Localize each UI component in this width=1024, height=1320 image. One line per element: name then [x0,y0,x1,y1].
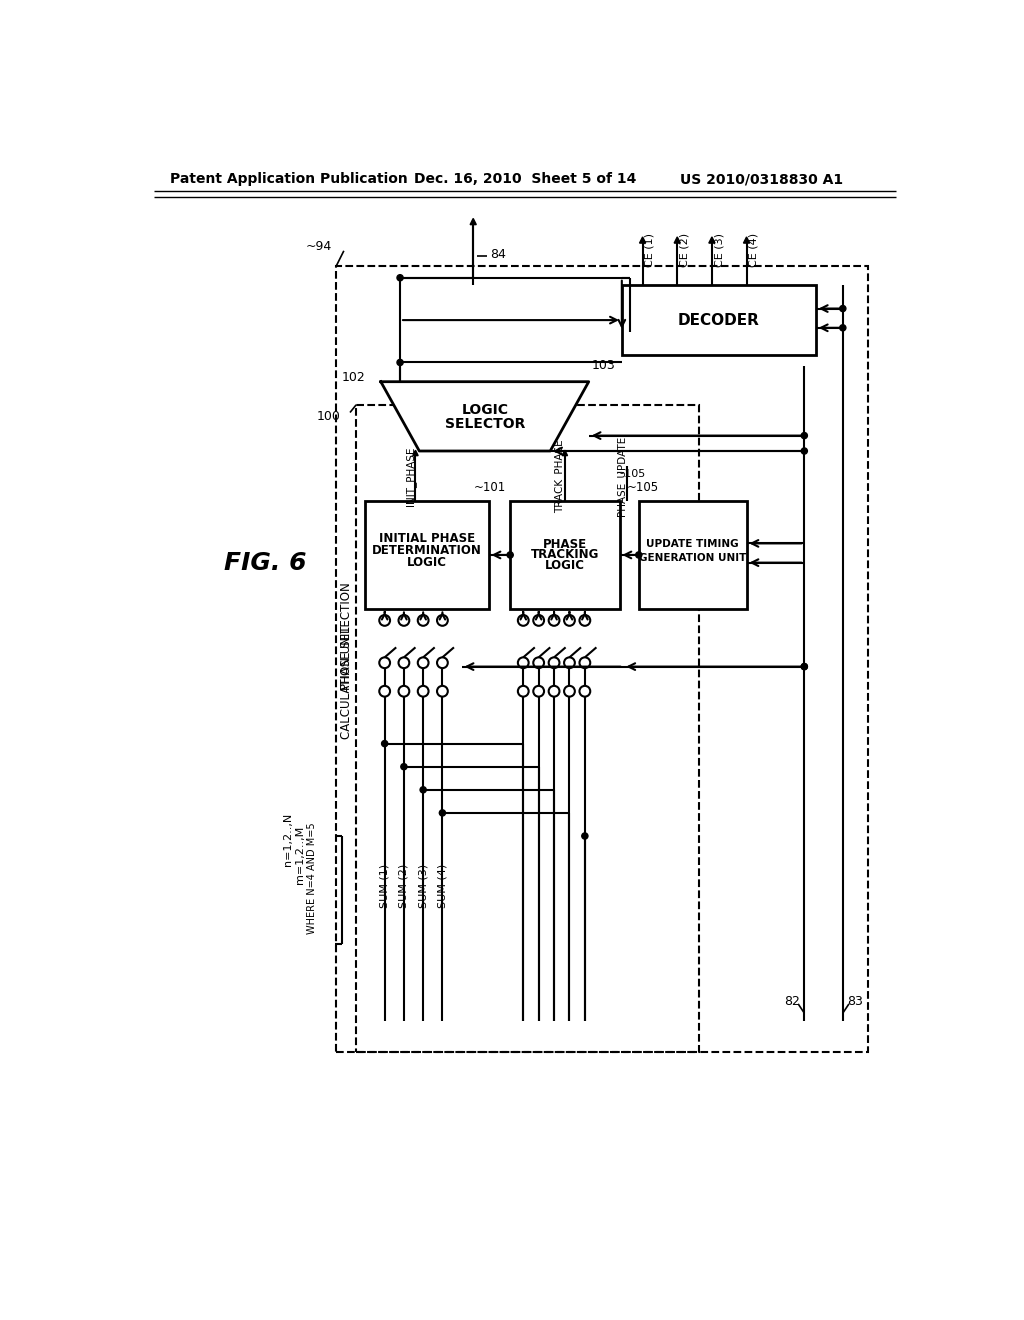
Text: LOGIC: LOGIC [407,556,447,569]
Circle shape [507,552,513,558]
Circle shape [439,810,445,816]
Circle shape [379,615,390,626]
Bar [639,502,746,609]
Text: CE (1): CE (1) [645,232,655,267]
Circle shape [534,615,544,626]
Text: FIG. 6: FIG. 6 [224,550,306,574]
Circle shape [437,615,447,626]
Circle shape [580,657,590,668]
Circle shape [801,433,807,438]
Polygon shape [413,450,418,455]
Text: ~105: ~105 [627,480,658,494]
Polygon shape [640,238,646,243]
Text: PHASE SELECTION: PHASE SELECTION [340,582,352,689]
Text: 103: 103 [592,359,615,372]
Text: TRACK_PHASE: TRACK_PHASE [554,440,565,513]
Circle shape [518,657,528,668]
Circle shape [801,664,807,669]
Circle shape [580,686,590,697]
Circle shape [549,615,559,626]
Circle shape [580,615,590,626]
Text: m=1,2..,M: m=1,2..,M [295,826,305,884]
Polygon shape [470,218,476,224]
Circle shape [437,657,447,668]
Text: PHASE_UPDATE: PHASE_UPDATE [616,436,628,516]
Circle shape [840,305,846,312]
Polygon shape [674,238,680,243]
Text: PHASE: PHASE [543,537,587,550]
Circle shape [418,657,429,668]
Bar [356,405,698,1052]
Text: 84: 84 [490,248,506,261]
Bar [622,285,816,355]
Text: TRACKING: TRACKING [530,548,599,561]
Text: n=1,2..,N: n=1,2..,N [284,813,294,866]
Circle shape [549,657,559,668]
Circle shape [564,686,574,697]
Circle shape [400,763,407,770]
Text: UPDATE TIMING: UPDATE TIMING [646,539,739,549]
Text: Patent Application Publication: Patent Application Publication [170,172,408,186]
Text: SUM (4): SUM (4) [437,863,447,908]
Text: CE (3): CE (3) [714,232,724,267]
Text: GENERATION UNIT: GENERATION UNIT [639,553,746,564]
Circle shape [534,686,544,697]
Text: SUM (1): SUM (1) [380,865,390,908]
Text: ~101: ~101 [474,480,506,494]
Circle shape [801,664,807,669]
Circle shape [518,686,528,697]
Circle shape [534,657,544,668]
Text: LOGIC: LOGIC [461,403,508,417]
Circle shape [397,275,403,281]
Text: SELECTOR: SELECTOR [444,417,525,432]
Circle shape [379,686,390,697]
Polygon shape [562,450,567,455]
Circle shape [379,657,390,668]
Text: SUM (2): SUM (2) [399,863,409,908]
Text: WHERE N=4 AND M=5: WHERE N=4 AND M=5 [306,822,316,935]
Circle shape [398,615,410,626]
Circle shape [518,615,528,626]
Text: 102: 102 [342,371,366,384]
Text: DECODER: DECODER [678,313,760,327]
Circle shape [582,833,588,840]
Circle shape [636,552,642,558]
Text: 82: 82 [784,995,801,1008]
Circle shape [801,447,807,454]
Text: CE (2): CE (2) [680,232,689,267]
Text: Dec. 16, 2010  Sheet 5 of 14: Dec. 16, 2010 Sheet 5 of 14 [414,172,636,186]
Text: INITIAL PHASE: INITIAL PHASE [379,532,475,545]
Bar [510,502,620,609]
Text: CE (4): CE (4) [749,232,759,267]
Polygon shape [381,381,589,451]
Circle shape [418,615,429,626]
Bar [366,502,488,609]
Bar [336,267,868,1052]
Circle shape [549,686,559,697]
Text: SUM (3): SUM (3) [418,865,428,908]
Circle shape [398,657,410,668]
Polygon shape [743,238,750,243]
Circle shape [564,657,574,668]
Text: 83: 83 [847,995,862,1008]
Text: 100: 100 [316,409,341,422]
Text: ~105: ~105 [615,469,646,479]
Circle shape [564,615,574,626]
Text: US 2010/0318830 A1: US 2010/0318830 A1 [680,172,844,186]
Circle shape [418,686,429,697]
Circle shape [420,787,426,793]
Circle shape [382,741,388,747]
Text: CALCULATION UNIT: CALCULATION UNIT [340,626,352,739]
Circle shape [398,686,410,697]
Text: LOGIC: LOGIC [545,560,585,573]
Text: INIT_PHASE: INIT_PHASE [404,446,416,506]
Polygon shape [709,238,715,243]
Circle shape [840,325,846,331]
Text: DETERMINATION: DETERMINATION [372,544,482,557]
Circle shape [437,686,447,697]
Circle shape [397,359,403,366]
Text: ~94: ~94 [306,240,333,253]
